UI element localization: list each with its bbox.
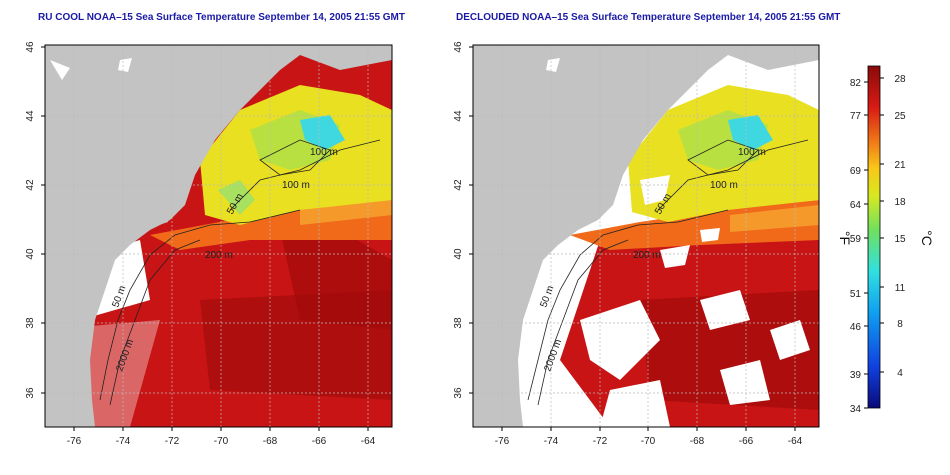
- left-x-tick: -68: [263, 436, 278, 447]
- fahrenheit-tick: 39: [850, 370, 862, 381]
- right-x-tick: -68: [690, 436, 705, 447]
- fahrenheit-tick: 69: [850, 166, 862, 177]
- left-map-title: RU COOL NOAA–15 Sea Surface Temperature …: [38, 12, 405, 23]
- fahrenheit-tick: 77: [850, 111, 862, 122]
- colorbar-gradient: [867, 65, 881, 409]
- left-x-tick: -72: [165, 436, 180, 447]
- left-y-tick: 44: [25, 110, 36, 122]
- right-y-tick: 46: [453, 41, 464, 53]
- left-y-tick: 46: [25, 41, 36, 53]
- right-x-tick: -66: [739, 436, 754, 447]
- left-x-tick: -70: [214, 436, 229, 447]
- right-y-tick: 44: [453, 110, 464, 122]
- right-y-tick: 36: [453, 387, 464, 399]
- right-map-panel: 100 m 100 m 50 m 200 m 50 m 2000 m -76 -…: [453, 41, 820, 447]
- fahrenheit-tick: 51: [850, 289, 862, 300]
- left-contour-label-100m-a: 100 m: [310, 147, 338, 158]
- celsius-tick: 18: [894, 197, 906, 208]
- right-x-tick: -72: [593, 436, 608, 447]
- right-y-axis: 36 38 40 42 44 46: [453, 41, 473, 399]
- left-x-tick: -74: [116, 436, 131, 447]
- left-y-axis: 36 38 40 42 44 46: [25, 41, 45, 399]
- fahrenheit-tick: 82: [850, 78, 862, 89]
- right-x-tick: -64: [788, 436, 803, 447]
- temperature-colorbar: 82 77 69 64 59 51 46 39 34 28 25 21 18 1…: [837, 65, 935, 415]
- left-map-panel: 100 m 100 m 50 m 200 m 50 m 2000 m -76 -…: [25, 41, 393, 447]
- celsius-tick: 8: [897, 319, 903, 330]
- left-y-tick: 42: [25, 179, 36, 191]
- right-y-tick: 40: [453, 248, 464, 260]
- left-contour-label-100m-b: 100 m: [282, 180, 310, 191]
- right-x-tick: -76: [495, 436, 510, 447]
- celsius-tick: 25: [894, 111, 906, 122]
- fahrenheit-tick: 34: [850, 404, 862, 415]
- fahrenheit-tick: 64: [850, 200, 862, 211]
- left-land: [45, 45, 392, 427]
- right-contour-label-100m-b: 100 m: [710, 180, 738, 191]
- right-x-tick: -70: [641, 436, 656, 447]
- right-map-title: DECLOUDED NOAA–15 Sea Surface Temperatur…: [456, 12, 841, 23]
- right-land: [473, 45, 819, 427]
- celsius-tick: 15: [894, 234, 906, 245]
- celsius-tick: 21: [894, 160, 906, 171]
- right-contour-label-200m: 200 m: [633, 250, 661, 261]
- fahrenheit-tick: 46: [850, 322, 862, 333]
- right-x-axis: -76 -74 -72 -70 -68 -66 -64: [495, 427, 803, 447]
- left-y-tick: 40: [25, 248, 36, 260]
- celsius-tick: 4: [897, 368, 903, 379]
- right-cloud-gaps: [580, 175, 810, 427]
- left-contour-label-200m: 200 m: [205, 250, 233, 261]
- right-y-tick: 38: [453, 317, 464, 329]
- fahrenheit-unit-label: °F: [837, 231, 853, 245]
- left-y-tick: 36: [25, 387, 36, 399]
- celsius-unit-label: °C: [919, 230, 935, 246]
- celsius-tick: 11: [895, 283, 906, 294]
- fahrenheit-tick: 59: [850, 234, 862, 245]
- celsius-tick: 28: [894, 74, 906, 85]
- right-y-tick: 42: [453, 179, 464, 191]
- left-x-tick: -76: [67, 436, 82, 447]
- left-x-axis: -76 -74 -72 -70 -68 -66 -64: [67, 427, 376, 447]
- left-y-tick: 38: [25, 317, 36, 329]
- right-contour-label-100m-a: 100 m: [738, 147, 766, 158]
- right-hot-water: [640, 290, 819, 410]
- right-x-tick: -74: [544, 436, 559, 447]
- left-x-tick: -64: [361, 436, 376, 447]
- left-x-tick: -66: [312, 436, 327, 447]
